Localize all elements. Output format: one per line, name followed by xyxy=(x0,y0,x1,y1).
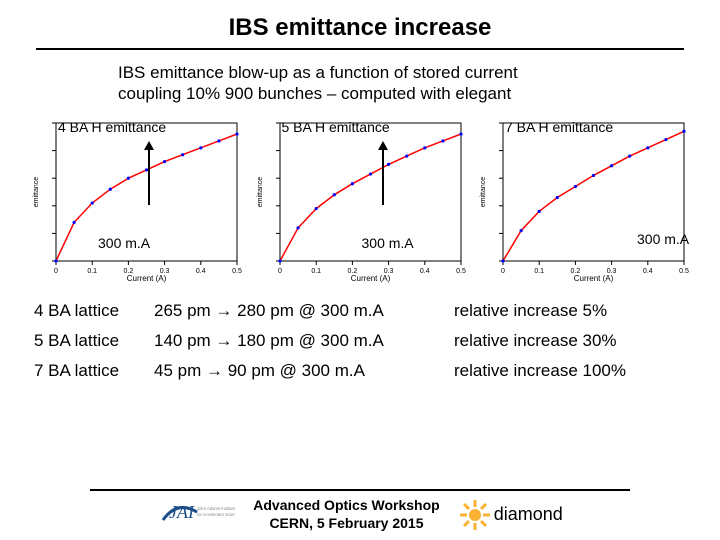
cell-lattice: 7 BA lattice xyxy=(34,361,154,381)
footer: JAI John Adams Institute for Accelerator… xyxy=(0,489,720,540)
svg-text:0: 0 xyxy=(278,268,282,275)
svg-text:0.4: 0.4 xyxy=(196,268,206,275)
table-row: 7 BA lattice 45 pm → 90 pm @ 300 m.A rel… xyxy=(34,361,686,381)
svg-text:0.1: 0.1 xyxy=(87,268,97,275)
cell-lattice: 5 BA lattice xyxy=(34,331,154,351)
svg-text:JAI: JAI xyxy=(169,502,195,522)
cell-lattice: 4 BA lattice xyxy=(34,301,154,321)
cell-rel: relative increase 30% xyxy=(454,331,686,351)
chart-7ba-annotation: 300 m.A xyxy=(637,231,689,247)
chart-5ba-label: 5 BA H emittance xyxy=(282,119,390,135)
chart-5ba: 00.10.20.30.40.5Current (A)emittance 5 B… xyxy=(254,115,467,285)
svg-text:emittance: emittance xyxy=(33,176,40,206)
subtitle-line2: coupling 10% 900 bunches – computed with… xyxy=(118,84,511,103)
logo-diamond-text: diamond xyxy=(494,504,563,525)
chart-4ba-arrow xyxy=(148,147,150,205)
svg-text:0.5: 0.5 xyxy=(456,268,466,275)
svg-text:emittance: emittance xyxy=(480,176,487,206)
logo-jai-svg: JAI John Adams Institute for Accelerator… xyxy=(157,498,235,532)
chart-4ba-annotation: 300 m.A xyxy=(98,235,150,251)
cell-change: 265 pm → 280 pm @ 300 m.A xyxy=(154,301,454,321)
svg-text:Current (A): Current (A) xyxy=(574,274,614,283)
sun-icon xyxy=(458,498,492,532)
svg-text:Current (A): Current (A) xyxy=(350,274,390,283)
divider-bottom xyxy=(90,489,630,491)
results-table: 4 BA lattice 265 pm → 280 pm @ 300 m.A r… xyxy=(34,301,686,381)
logo-jai: JAI John Adams Institute for Accelerator… xyxy=(157,498,235,532)
svg-text:0.4: 0.4 xyxy=(419,268,429,275)
footer-line1: Advanced Optics Workshop xyxy=(253,497,439,513)
footer-text: Advanced Optics Workshop CERN, 5 Februar… xyxy=(253,497,439,532)
svg-text:0.5: 0.5 xyxy=(679,268,689,275)
cell-change: 45 pm → 90 pm @ 300 m.A xyxy=(154,361,454,381)
svg-text:0: 0 xyxy=(54,268,58,275)
page-title: IBS emittance increase xyxy=(0,14,720,42)
svg-text:0: 0 xyxy=(501,268,505,275)
footer-line2: CERN, 5 February 2015 xyxy=(269,515,423,531)
svg-text:0.1: 0.1 xyxy=(534,268,544,275)
cell-change: 140 pm → 180 pm @ 300 m.A xyxy=(154,331,454,351)
chart-7ba-svg: 00.10.20.30.40.5Current (A)emittance xyxy=(477,115,690,285)
svg-text:emittance: emittance xyxy=(257,176,264,206)
divider-top xyxy=(36,48,684,50)
svg-text:0.5: 0.5 xyxy=(232,268,242,275)
svg-text:for Accelerator Science: for Accelerator Science xyxy=(197,512,235,517)
charts-row: 00.10.20.30.40.5Current (A)emittance 4 B… xyxy=(0,105,720,291)
chart-7ba-label: 7 BA H emittance xyxy=(505,119,613,135)
svg-text:Current (A): Current (A) xyxy=(127,274,167,283)
chart-7ba: 00.10.20.30.40.5Current (A)emittance 7 B… xyxy=(477,115,690,285)
chart-4ba-svg: 00.10.20.30.40.5Current (A)emittance xyxy=(30,115,243,285)
subtitle-line1: IBS emittance blow-up as a function of s… xyxy=(118,63,518,82)
cell-rel: relative increase 5% xyxy=(454,301,686,321)
subtitle: IBS emittance blow-up as a function of s… xyxy=(118,62,720,105)
svg-text:John Adams Institute: John Adams Institute xyxy=(197,506,235,511)
table-row: 5 BA lattice 140 pm → 180 pm @ 300 m.A r… xyxy=(34,331,686,351)
chart-5ba-annotation: 300 m.A xyxy=(362,235,414,251)
logo-diamond: diamond xyxy=(458,498,563,532)
cell-rel: relative increase 100% xyxy=(454,361,686,381)
svg-text:0.4: 0.4 xyxy=(643,268,653,275)
chart-4ba-label: 4 BA H emittance xyxy=(58,119,166,135)
chart-4ba: 00.10.20.30.40.5Current (A)emittance 4 B… xyxy=(30,115,243,285)
svg-text:0.1: 0.1 xyxy=(311,268,321,275)
chart-5ba-svg: 00.10.20.30.40.5Current (A)emittance xyxy=(254,115,467,285)
table-row: 4 BA lattice 265 pm → 280 pm @ 300 m.A r… xyxy=(34,301,686,321)
chart-5ba-arrow xyxy=(382,147,384,205)
